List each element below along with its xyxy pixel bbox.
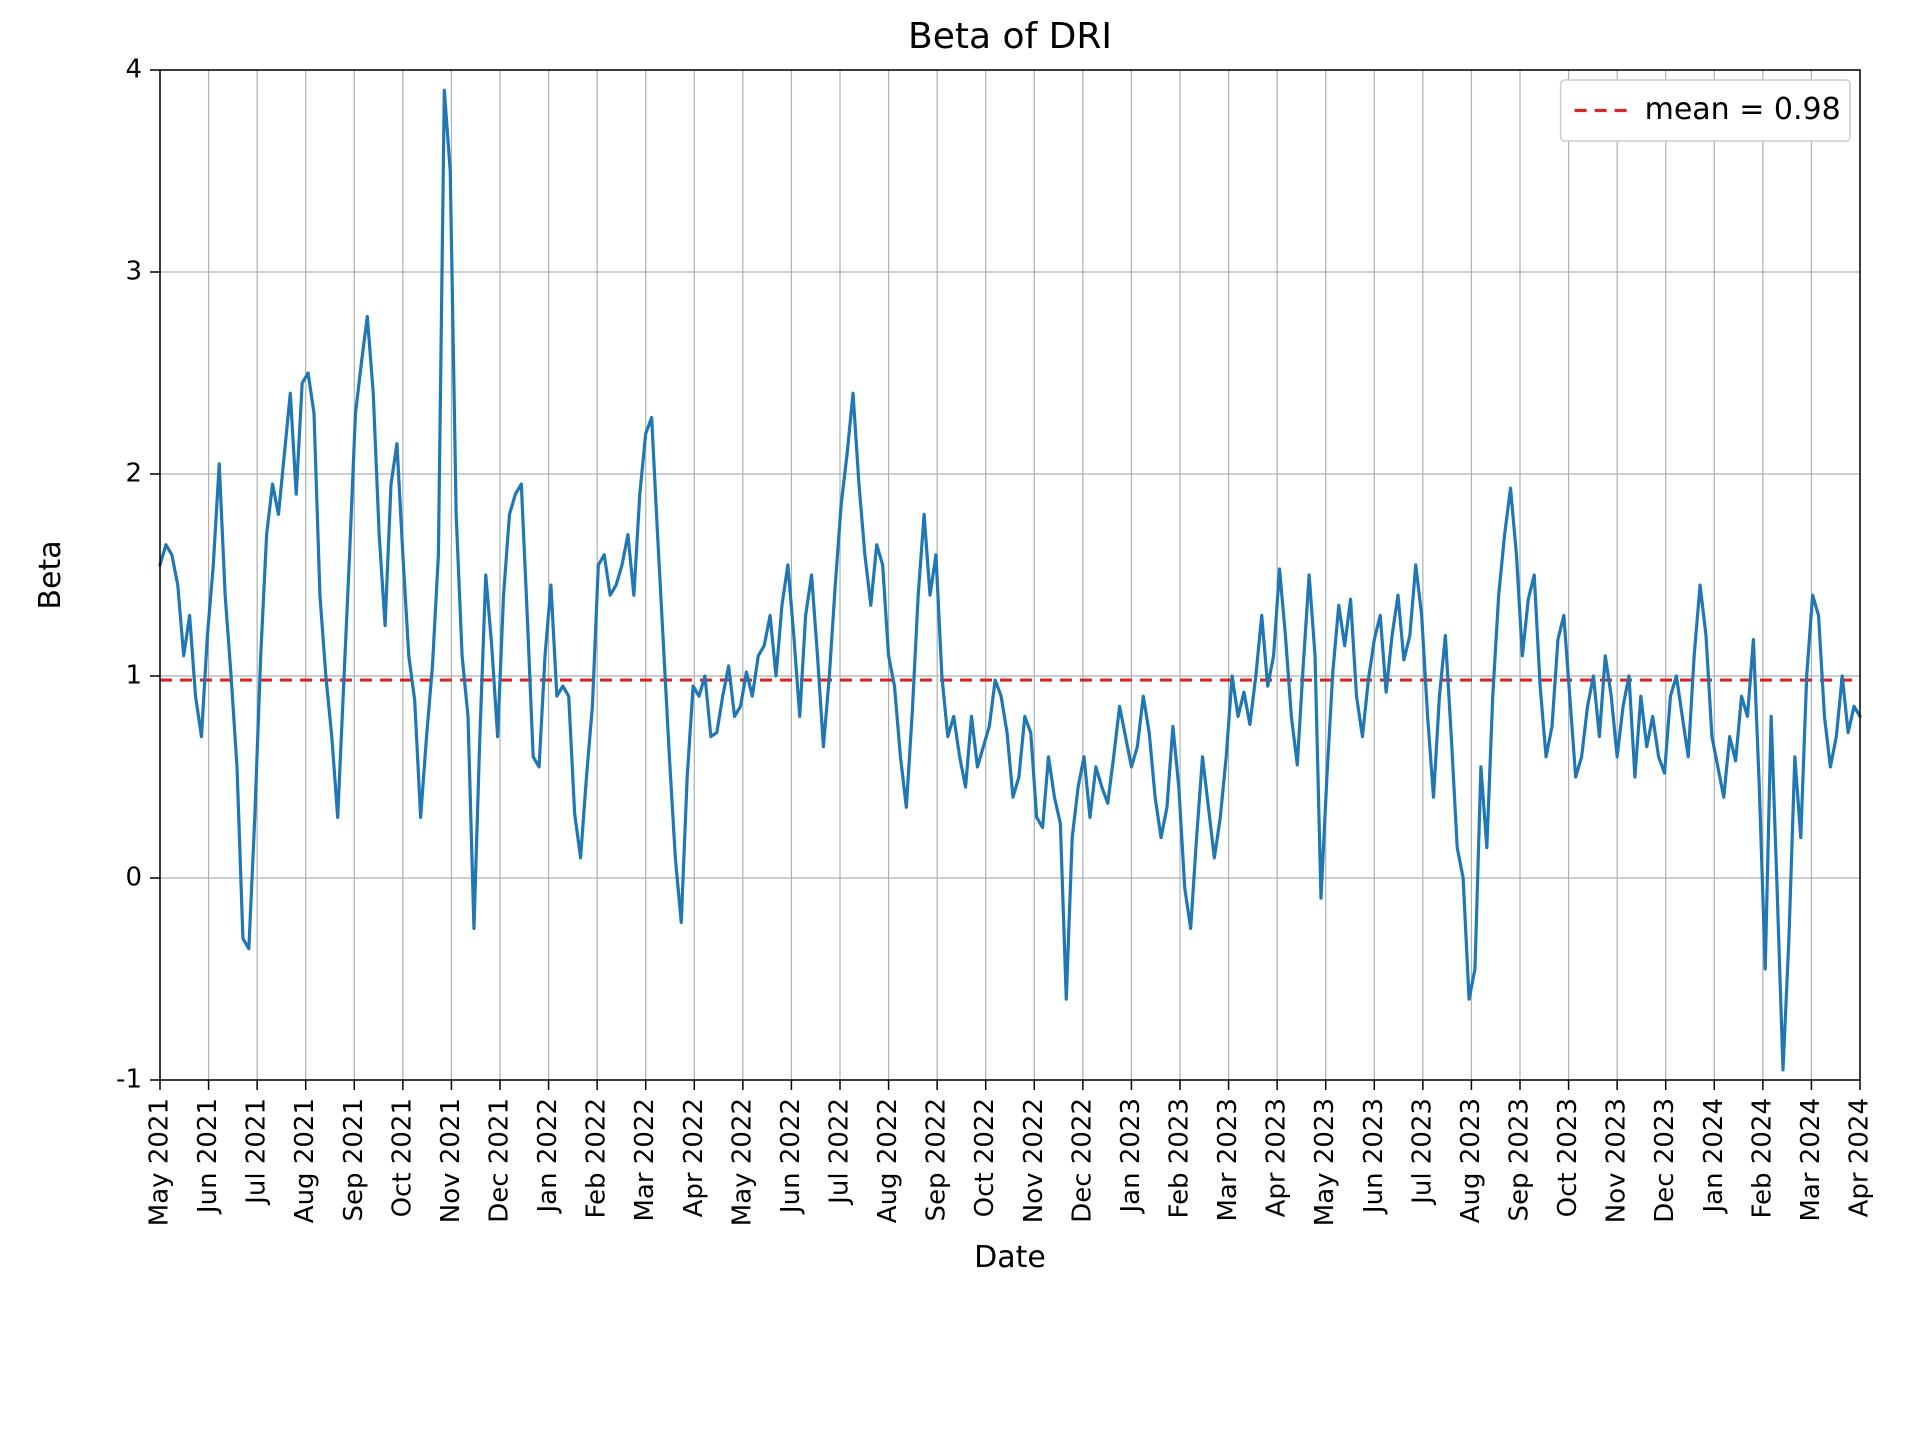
legend-label: mean = 0.98 [1645, 92, 1841, 127]
x-tick-label: Apr 2022 [679, 1098, 709, 1217]
x-tick-label: Apr 2024 [1845, 1098, 1875, 1217]
x-tick-label: Feb 2024 [1747, 1098, 1777, 1218]
x-tick-label: Jun 2023 [1359, 1098, 1389, 1215]
x-tick-label: Dec 2021 [485, 1098, 515, 1223]
x-tick-label: Jun 2022 [776, 1098, 806, 1215]
chart-container: -1 0 1 2 3 4 May 2021 Jun 2021 Jul 2021 Aug 2021 S… [0, 0, 1920, 1440]
x-tick-label: Mar 2022 [630, 1098, 660, 1222]
x-tick-label: Nov 2023 [1602, 1098, 1632, 1223]
x-tick-label: Nov 2022 [1019, 1098, 1049, 1223]
y-tick-label: 2 [125, 459, 142, 489]
x-tick-label: Aug 2023 [1456, 1098, 1486, 1223]
x-tick-label: Jul 2022 [825, 1098, 855, 1206]
legend: mean = 0.98 [1561, 80, 1850, 141]
x-tick-label: May 2021 [145, 1098, 175, 1226]
y-tick-label: 0 [125, 863, 142, 893]
x-tick-label: Oct 2022 [970, 1098, 1000, 1217]
x-tick-label: Mar 2024 [1796, 1098, 1826, 1222]
x-tick-label: Jul 2021 [242, 1098, 272, 1206]
y-tick-label: 1 [125, 661, 142, 691]
x-tick-label: Jan 2024 [1699, 1098, 1729, 1215]
x-tick-label: Sep 2022 [922, 1098, 952, 1221]
x-tick-label: May 2023 [1310, 1098, 1340, 1226]
y-tick-label: 3 [125, 257, 142, 287]
chart-title: Beta of DRI [908, 16, 1112, 57]
x-tick-label: Nov 2021 [436, 1098, 466, 1223]
x-tick-label: May 2022 [727, 1098, 757, 1226]
y-axis-label: Beta [33, 540, 68, 609]
y-tick-label: -1 [116, 1065, 142, 1095]
x-tick-label: Jul 2023 [1407, 1098, 1437, 1206]
x-tick-label: Mar 2023 [1213, 1098, 1243, 1222]
x-tick-label: Aug 2022 [873, 1098, 903, 1223]
x-tick-label: Jan 2022 [533, 1098, 563, 1215]
x-tick-label: Jan 2023 [1116, 1098, 1146, 1215]
x-tick-label: Feb 2023 [1165, 1098, 1195, 1218]
y-tick-label: 4 [125, 55, 142, 85]
x-tick-label: Jun 2021 [193, 1098, 223, 1215]
line-chart: -1 0 1 2 3 4 May 2021 Jun 2021 Jul 2021 Aug 2021 S… [0, 0, 1920, 1440]
x-tick-label: Dec 2022 [1067, 1098, 1097, 1223]
beta-series-line [160, 90, 1860, 1070]
x-axis-label: Date [974, 1240, 1046, 1275]
plot-border [160, 70, 1860, 1080]
grid [160, 70, 1860, 1080]
x-tick-label: Aug 2021 [290, 1098, 320, 1223]
x-tick-label: Sep 2021 [339, 1098, 369, 1221]
x-tick-label: Oct 2021 [387, 1098, 417, 1217]
x-tick-label: Sep 2023 [1505, 1098, 1535, 1221]
x-tick-label: Feb 2022 [582, 1098, 612, 1218]
x-tick-label: Oct 2023 [1553, 1098, 1583, 1217]
x-tick-label: Apr 2023 [1262, 1098, 1292, 1217]
x-tick-label: Dec 2023 [1650, 1098, 1680, 1223]
